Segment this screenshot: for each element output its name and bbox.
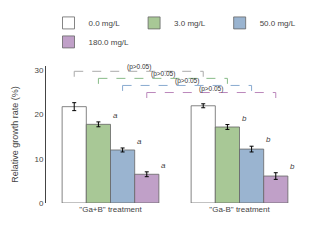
svg-text:(p>0.05): (p>0.05) — [151, 70, 175, 78]
svg-text:b: b — [266, 135, 271, 144]
svg-text:b: b — [242, 114, 247, 123]
svg-text:(p>0.05): (p>0.05) — [175, 77, 199, 85]
svg-text:50.0 mg/L: 50.0 mg/L — [260, 19, 296, 28]
svg-text:3.0 mg/L: 3.0 mg/L — [174, 19, 206, 28]
svg-text:a: a — [113, 111, 118, 120]
svg-text:(p>0.05): (p>0.05) — [127, 63, 151, 71]
svg-text:10: 10 — [34, 155, 43, 164]
svg-text:20: 20 — [34, 110, 43, 119]
svg-text:"Ga-B" treatment: "Ga-B" treatment — [209, 205, 270, 214]
svg-text:"Ga+B" treatment: "Ga+B" treatment — [79, 205, 142, 214]
svg-text:180.0 mg/L: 180.0 mg/L — [89, 38, 130, 47]
svg-text:a: a — [161, 161, 166, 170]
svg-text:a: a — [137, 137, 142, 146]
svg-text:0.0 mg/L: 0.0 mg/L — [89, 19, 121, 28]
svg-text:b: b — [290, 162, 295, 171]
svg-text:Relative growth rate (%): Relative growth rate (%) — [10, 86, 20, 183]
svg-text:(p>0.05): (p>0.05) — [199, 85, 223, 93]
svg-text:30: 30 — [34, 66, 43, 75]
svg-text:0: 0 — [39, 199, 44, 208]
